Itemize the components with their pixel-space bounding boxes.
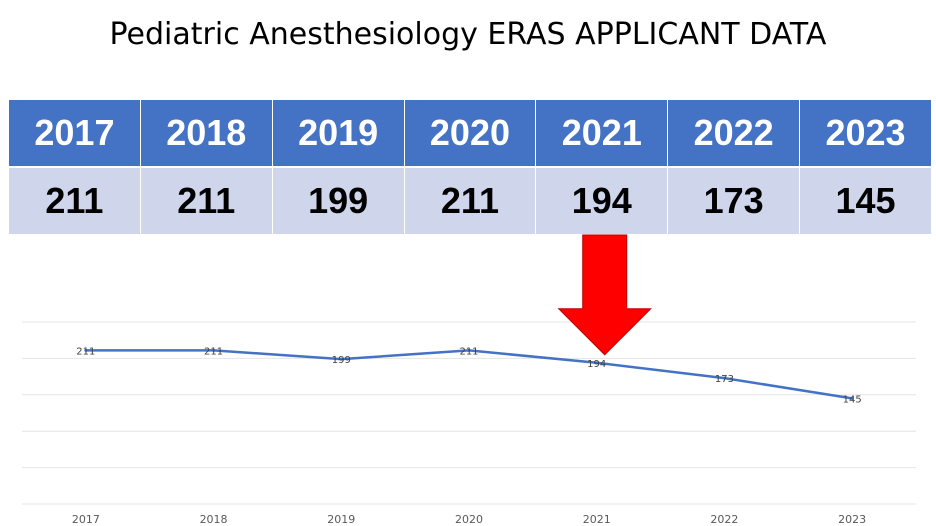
chart-title: Pediatric Anesthesiology ERAS APPLICANT … [109, 17, 827, 52]
x-tick-label-2017: 2017 [72, 513, 100, 526]
data-label-2020: 211 [459, 346, 478, 357]
year-cell-2020: 2020 [403, 100, 537, 168]
year-header-row: 2017 2018 2019 2020 2021 2022 2023 [8, 100, 932, 168]
value-row: 211 211 199 211 194 173 145 [8, 167, 932, 234]
data-point-2022 [722, 376, 726, 380]
arrow-annotation [557, 234, 652, 356]
data-labels: 211 211 199 211 194 173 145 [76, 346, 861, 405]
series-line-group [84, 348, 854, 400]
data-label-2021: 194 [587, 359, 606, 370]
value-cell-2019: 199 [271, 167, 405, 234]
data-label-2018: 211 [204, 346, 223, 357]
value-cell-2021: 194 [535, 167, 669, 234]
value-cell-2018: 211 [139, 167, 273, 234]
data-point-2020 [467, 348, 471, 352]
value-cell-2023: 145 [799, 167, 932, 234]
data-point-2023 [850, 396, 854, 400]
series-line [84, 349, 854, 400]
year-cell-2019: 2019 [271, 100, 405, 168]
data-label-2023: 145 [843, 394, 862, 405]
year-cell-2023: 2023 [799, 100, 932, 168]
applicant-table: 2017 2018 2019 2020 2021 2022 2023 211 2… [8, 100, 932, 234]
x-tick-label-2019: 2019 [327, 513, 355, 526]
year-cell-2022: 2022 [667, 100, 801, 168]
x-tick-label-2021: 2021 [583, 513, 611, 526]
x-tick-label-2020: 2020 [455, 513, 483, 526]
year-cell-2017: 2017 [8, 100, 141, 168]
data-point-2019 [339, 357, 343, 361]
gridlines [22, 321, 916, 505]
data-point-2018 [212, 348, 216, 352]
data-label-2017: 211 [76, 346, 95, 357]
value-cell-2017: 211 [8, 167, 141, 234]
data-point-2017 [84, 348, 88, 352]
x-axis-tick-labels: 2017 2018 2019 2020 2021 2022 2023 [72, 513, 866, 526]
value-cell-2020: 211 [403, 167, 537, 234]
x-tick-label-2023: 2023 [838, 513, 866, 526]
down-arrow-icon [557, 234, 652, 356]
data-label-2022: 173 [715, 374, 734, 385]
data-point-2021 [595, 361, 599, 365]
year-cell-2021: 2021 [535, 100, 669, 168]
x-tick-label-2018: 2018 [200, 513, 228, 526]
value-cell-2022: 173 [667, 167, 801, 234]
year-cell-2018: 2018 [139, 100, 273, 168]
x-tick-label-2022: 2022 [710, 513, 738, 526]
data-label-2019: 199 [332, 355, 351, 366]
